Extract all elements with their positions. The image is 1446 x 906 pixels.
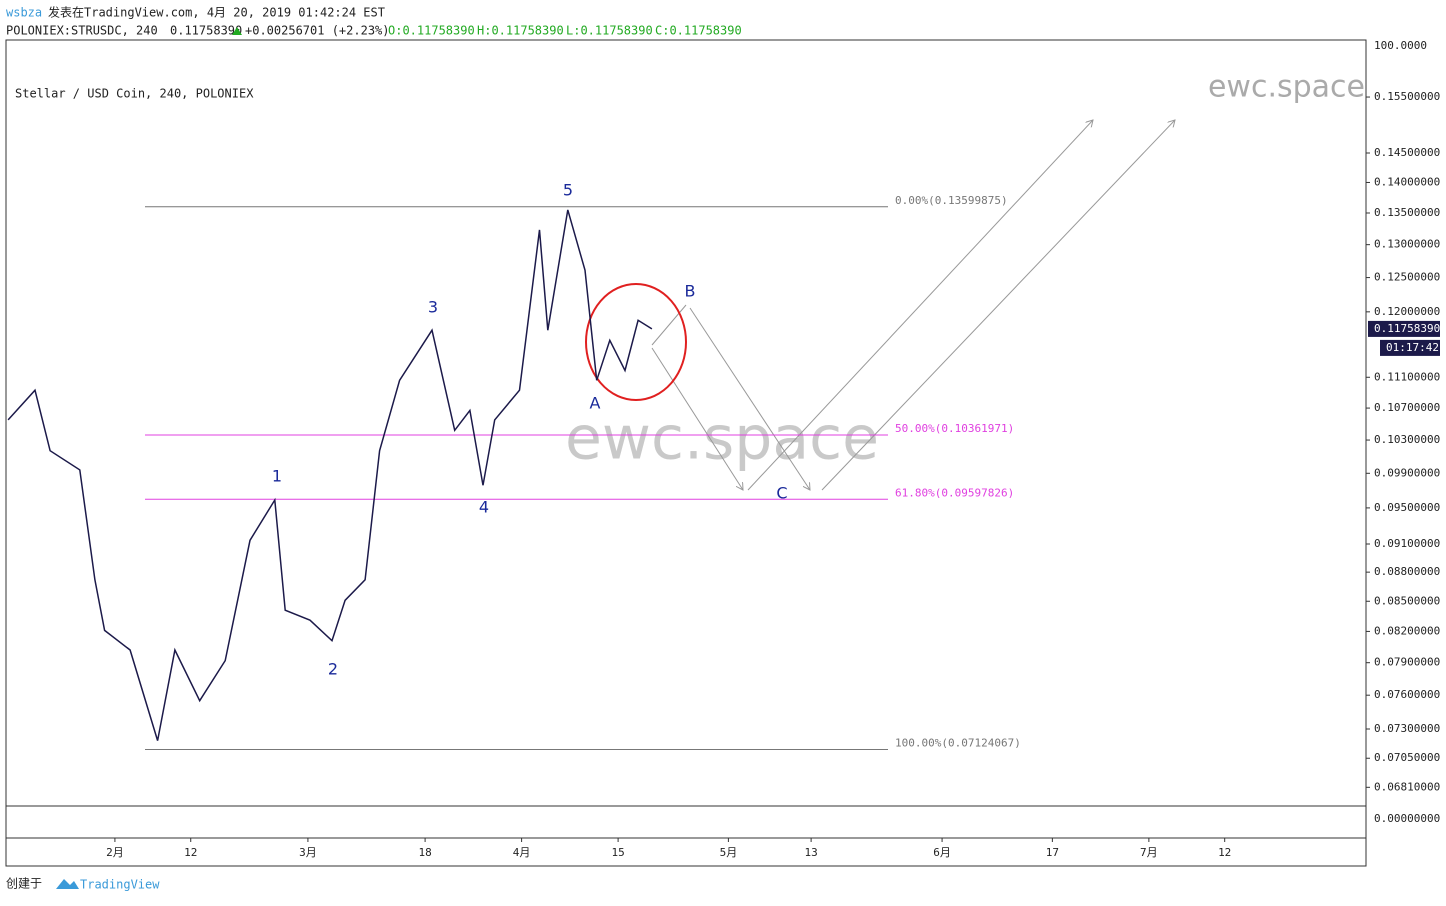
x-tick-label: 12 xyxy=(184,846,197,859)
symbol: POLONIEX:STRUSDC, 240 xyxy=(6,24,158,38)
wave-label: 1 xyxy=(272,467,282,486)
y-tick-label: 0.07900000 xyxy=(1374,656,1440,669)
y-tick-label: 0.09100000 xyxy=(1374,537,1440,550)
y-tick-label: 0.07050000 xyxy=(1374,751,1440,764)
y-tick-label: 0.08800000 xyxy=(1374,565,1440,578)
user[interactable]: wsbza xyxy=(6,6,42,20)
wave-label: 4 xyxy=(479,498,489,517)
x-tick-label: 12 xyxy=(1218,846,1231,859)
created: 创建于 xyxy=(6,877,42,891)
price-tag xyxy=(1368,320,1440,337)
x-tick-label: 17 xyxy=(1046,846,1059,859)
last: 0.11758390 xyxy=(170,24,242,38)
wave-label: 3 xyxy=(428,298,438,317)
x-tick-label: 13 xyxy=(804,846,817,859)
y-tick-label: 0.09900000 xyxy=(1374,466,1440,479)
highlight-circle xyxy=(585,283,687,401)
y-tick-label: 0.13000000 xyxy=(1374,238,1440,251)
wave-label: 2 xyxy=(328,660,338,679)
y-tick-label: 0.11100000 xyxy=(1374,370,1440,383)
y-tick-label: 0.07300000 xyxy=(1374,722,1440,735)
low: L:0.11758390 xyxy=(566,24,653,38)
panel-border xyxy=(5,39,1367,867)
wave-label: A xyxy=(590,394,601,413)
published: 发表在TradingView.com, 4月 20, 2019 01:42:24… xyxy=(48,5,385,20)
y-tick-label: 0.08500000 xyxy=(1374,594,1440,607)
fib-label: 61.80%(0.09597826) xyxy=(895,486,1014,499)
wave-label: 5 xyxy=(563,181,573,200)
price-line xyxy=(7,209,653,741)
y-tick-label: 0.10300000 xyxy=(1374,433,1440,446)
change: +0.00256701 (+2.23%) xyxy=(245,24,390,38)
up-arrow xyxy=(232,27,242,35)
watermark: ewc.space xyxy=(565,404,879,474)
fib-label: 0.00%(0.13599875) xyxy=(895,194,1008,207)
close: C:0.11758390 xyxy=(655,24,742,38)
y-tick-label: 0.14500000 xyxy=(1374,146,1440,159)
x-tick-label: 6月 xyxy=(933,846,951,859)
y-tick-label: 0.12500000 xyxy=(1374,271,1440,284)
wave-label: B xyxy=(685,282,696,301)
y-tick-label: 0.08200000 xyxy=(1374,624,1440,637)
countdown-label: 01:17:42 xyxy=(1386,341,1439,354)
fib-label: 100.00%(0.07124067) xyxy=(895,736,1021,749)
arrow xyxy=(747,120,1093,491)
chart-title: Stellar / USD Coin, 240, POLONIEX xyxy=(15,87,254,101)
logo xyxy=(56,879,79,889)
scale-bottom-label: 0.00000000 xyxy=(1374,812,1440,825)
open: O:0.11758390 xyxy=(388,24,475,38)
x-tick-label: 15 xyxy=(611,846,624,859)
arrows xyxy=(651,120,1175,491)
high: H:0.11758390 xyxy=(477,24,564,38)
y-tick-label: 0.09500000 xyxy=(1374,501,1440,514)
wave-label: C xyxy=(776,484,787,503)
y-tick-label: 0.06810000 xyxy=(1374,780,1440,793)
countdown-tag xyxy=(1380,339,1440,356)
y-tick-label: 0.13500000 xyxy=(1374,206,1440,219)
x-tick-label: 4月 xyxy=(513,846,531,859)
x-tick-label: 18 xyxy=(418,846,431,859)
y-tick-label: 0.15500000 xyxy=(1374,90,1440,103)
y-tick-label: 0.10700000 xyxy=(1374,401,1440,414)
y-tick-label: 0.07600000 xyxy=(1374,688,1440,701)
fib-label: 50.00%(0.10361971) xyxy=(895,422,1014,435)
arrow xyxy=(651,347,743,490)
x-tick-label: 7月 xyxy=(1140,846,1158,859)
x-tick-label: 5月 xyxy=(720,846,738,859)
brand[interactable]: TradingView xyxy=(80,878,160,892)
scale-top-label: 100.0000 xyxy=(1374,39,1427,52)
watermark: ewc.space xyxy=(1208,70,1365,105)
arrow xyxy=(821,120,1175,491)
arrow xyxy=(689,307,810,490)
x-tick-label: 3月 xyxy=(299,846,317,859)
price-tag-label: 0.11758390 xyxy=(1374,322,1440,335)
y-tick-label: 0.14000000 xyxy=(1374,175,1440,188)
footer: 创建于 TradingView xyxy=(6,877,160,892)
x-tick-label: 2月 xyxy=(106,846,124,859)
y-tick-label: 0.12000000 xyxy=(1374,305,1440,318)
arrow xyxy=(651,304,687,346)
